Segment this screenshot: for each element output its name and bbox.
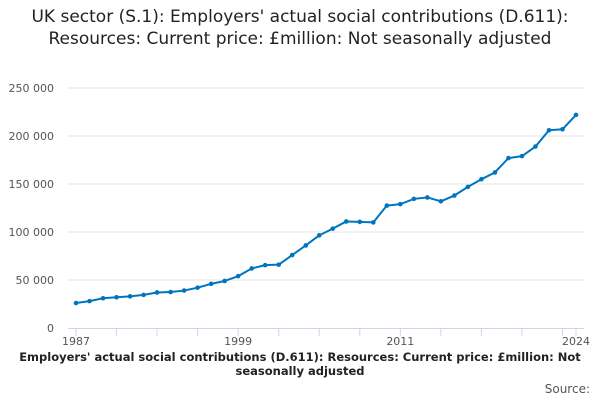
data-point — [154, 290, 160, 295]
data-point — [208, 281, 214, 287]
data-point — [195, 285, 200, 290]
data-point — [492, 170, 498, 175]
y-tick-label: 250 000 — [9, 82, 55, 95]
data-point — [73, 300, 79, 306]
x-tick-label: 2011 — [386, 335, 414, 345]
chart-caption: Employers' actual social contributions (… — [19, 350, 581, 378]
y-tick-label: 100 000 — [9, 226, 55, 239]
data-point — [560, 126, 565, 132]
data-point — [168, 289, 173, 295]
data-point — [479, 176, 484, 182]
data-point — [127, 294, 133, 299]
data-point — [276, 262, 282, 267]
data-point — [249, 266, 254, 271]
data-point — [465, 184, 471, 190]
data-point — [573, 112, 579, 118]
data-point — [343, 219, 349, 224]
y-tick-label: 50 000 — [16, 274, 55, 287]
data-point — [303, 243, 309, 248]
data-point — [533, 144, 538, 149]
data-point — [384, 203, 390, 208]
x-tick-label: 1999 — [224, 335, 252, 345]
data-point — [546, 127, 552, 133]
y-tick-label: 0 — [47, 322, 54, 335]
chart-title: UK sector (S.1): Employers' actual socia… — [31, 7, 569, 49]
data-point — [519, 153, 525, 159]
data-point — [398, 201, 403, 207]
line-chart: 0 50 000 100 000 150 000 200 000 250 000 1987 1… — [9, 82, 591, 345]
data-point — [141, 292, 146, 298]
data-point — [506, 155, 511, 161]
data-point — [330, 226, 336, 231]
y-tick-label: 200 000 — [9, 130, 55, 143]
data-point — [181, 288, 187, 293]
data-point — [289, 252, 295, 258]
data-point — [222, 278, 227, 284]
data-point — [87, 298, 92, 304]
data-point — [235, 273, 241, 279]
source-label: Source: — [544, 382, 590, 396]
y-tick-label: 150 000 — [9, 178, 55, 191]
x-tick-label: 1987 — [62, 335, 90, 345]
data-point — [357, 219, 363, 225]
data-point — [262, 262, 268, 268]
data-point — [316, 233, 322, 238]
data-point — [452, 193, 457, 198]
data-point — [411, 196, 417, 202]
x-tick-label: 2024 — [562, 335, 590, 345]
series-line — [75, 114, 577, 305]
data-point — [438, 198, 444, 204]
data-point — [114, 294, 119, 300]
data-point — [370, 220, 376, 225]
data-point — [425, 195, 430, 200]
data-point — [100, 295, 106, 301]
